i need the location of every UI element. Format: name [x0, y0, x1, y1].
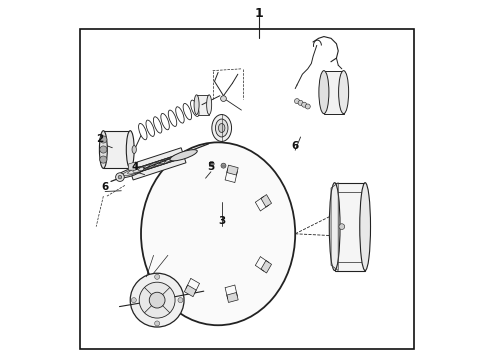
Circle shape	[149, 292, 165, 308]
Ellipse shape	[212, 114, 232, 141]
Ellipse shape	[191, 100, 199, 116]
Ellipse shape	[329, 183, 340, 271]
Circle shape	[118, 175, 122, 179]
Ellipse shape	[117, 167, 145, 178]
Polygon shape	[128, 148, 186, 180]
Circle shape	[155, 321, 160, 326]
Circle shape	[155, 274, 160, 279]
Text: 2: 2	[96, 134, 103, 144]
Ellipse shape	[207, 95, 212, 114]
Polygon shape	[184, 285, 196, 297]
Ellipse shape	[139, 123, 147, 140]
Polygon shape	[103, 131, 130, 168]
Polygon shape	[227, 165, 238, 175]
Polygon shape	[335, 183, 365, 271]
Polygon shape	[128, 162, 136, 170]
Text: 4: 4	[132, 162, 139, 172]
Ellipse shape	[146, 120, 154, 136]
Circle shape	[139, 282, 175, 318]
Circle shape	[178, 298, 183, 303]
Ellipse shape	[168, 110, 177, 126]
Ellipse shape	[183, 103, 192, 120]
Polygon shape	[80, 30, 414, 348]
Ellipse shape	[176, 107, 184, 123]
Circle shape	[209, 161, 214, 166]
Polygon shape	[261, 261, 271, 273]
Ellipse shape	[219, 123, 225, 132]
Polygon shape	[227, 292, 238, 302]
Text: 1: 1	[255, 7, 264, 20]
Polygon shape	[324, 71, 343, 114]
Ellipse shape	[319, 71, 329, 114]
Ellipse shape	[153, 117, 162, 133]
Ellipse shape	[194, 95, 199, 114]
Circle shape	[130, 273, 184, 327]
Ellipse shape	[339, 71, 349, 114]
Text: 5: 5	[207, 162, 215, 172]
Circle shape	[100, 136, 107, 143]
Circle shape	[100, 156, 107, 163]
Ellipse shape	[360, 183, 370, 271]
Ellipse shape	[126, 131, 134, 168]
Text: 6: 6	[292, 141, 299, 151]
Text: 6: 6	[101, 182, 109, 192]
Ellipse shape	[170, 150, 197, 161]
Ellipse shape	[161, 113, 170, 130]
Circle shape	[294, 99, 299, 104]
Circle shape	[100, 146, 107, 153]
Ellipse shape	[99, 131, 107, 168]
Ellipse shape	[132, 145, 136, 153]
Circle shape	[221, 163, 226, 168]
Circle shape	[302, 102, 307, 107]
Circle shape	[305, 104, 310, 109]
Polygon shape	[196, 95, 209, 114]
Polygon shape	[261, 194, 271, 207]
Ellipse shape	[216, 119, 228, 137]
Ellipse shape	[141, 142, 295, 325]
Circle shape	[131, 298, 136, 303]
Circle shape	[298, 100, 303, 105]
Circle shape	[116, 173, 124, 181]
Text: 3: 3	[218, 216, 225, 226]
Circle shape	[220, 96, 226, 102]
Circle shape	[339, 224, 344, 229]
